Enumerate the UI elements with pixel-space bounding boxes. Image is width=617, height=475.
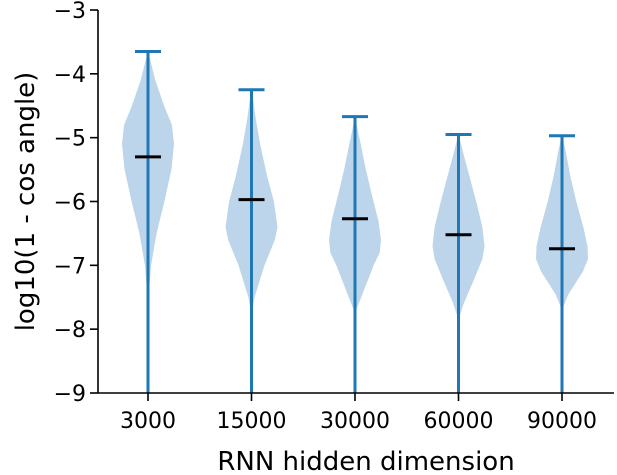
y-tick-label: −9 <box>54 382 86 407</box>
y-tick-label: −7 <box>54 254 86 279</box>
y-tick-label: −4 <box>54 63 86 88</box>
y-tick-label: −5 <box>54 127 86 152</box>
violin-30000 <box>329 115 381 393</box>
x-ticks: 3000 15000 30000 60000 90000 <box>120 393 597 434</box>
x-tick-label: 60000 <box>424 409 494 434</box>
y-tick-label: −6 <box>54 191 86 216</box>
x-tick-label: 90000 <box>527 409 597 434</box>
violin-layer <box>122 49 588 393</box>
x-axis-label: RNN hidden dimension <box>217 447 514 475</box>
y-tick-label: −8 <box>54 318 86 343</box>
y-axis-label: log10(1 - cos angle) <box>11 72 41 332</box>
violin-3000 <box>122 49 174 393</box>
y-tick-label: −3 <box>54 0 86 24</box>
x-tick-label: 30000 <box>320 409 390 434</box>
x-tick-label: 15000 <box>217 409 287 434</box>
violin-90000 <box>536 134 588 393</box>
y-ticks: −9 −8 −7 −6 −5 −4 −3 <box>54 0 98 407</box>
violin-15000 <box>225 88 278 393</box>
x-tick-label: 3000 <box>120 409 176 434</box>
violin-60000 <box>432 132 485 393</box>
